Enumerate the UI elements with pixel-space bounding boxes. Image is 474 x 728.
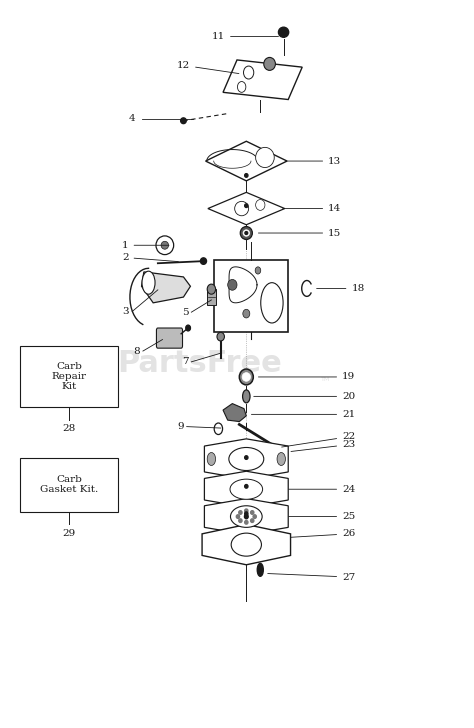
Ellipse shape <box>245 456 248 459</box>
Ellipse shape <box>235 202 249 215</box>
FancyBboxPatch shape <box>156 328 182 348</box>
Text: 7: 7 <box>182 357 189 366</box>
Ellipse shape <box>207 453 216 465</box>
Text: 27: 27 <box>268 572 356 582</box>
Ellipse shape <box>231 533 262 556</box>
Ellipse shape <box>181 118 186 124</box>
Ellipse shape <box>239 511 242 514</box>
Polygon shape <box>142 272 191 303</box>
Ellipse shape <box>277 453 285 465</box>
Text: 24: 24 <box>289 485 356 494</box>
Ellipse shape <box>264 58 275 71</box>
Ellipse shape <box>242 373 250 381</box>
Bar <box>20 346 118 407</box>
Ellipse shape <box>237 82 246 92</box>
Ellipse shape <box>161 241 169 249</box>
Ellipse shape <box>257 563 264 577</box>
Ellipse shape <box>237 515 239 518</box>
Ellipse shape <box>245 515 248 519</box>
Ellipse shape <box>278 27 289 37</box>
Text: 21: 21 <box>251 410 356 419</box>
Text: 18: 18 <box>317 284 365 293</box>
Ellipse shape <box>251 511 254 514</box>
Ellipse shape <box>229 448 264 470</box>
Ellipse shape <box>186 325 191 331</box>
Text: Carb
Gasket Kit.: Carb Gasket Kit. <box>40 475 99 494</box>
Ellipse shape <box>214 423 223 435</box>
Text: 2: 2 <box>122 253 178 262</box>
Text: 12: 12 <box>177 61 239 74</box>
Ellipse shape <box>253 515 256 518</box>
Ellipse shape <box>245 509 248 513</box>
Ellipse shape <box>255 267 261 274</box>
Polygon shape <box>202 524 291 565</box>
Text: 29: 29 <box>63 529 76 537</box>
Ellipse shape <box>255 147 274 167</box>
Ellipse shape <box>217 333 224 341</box>
Text: 13: 13 <box>285 157 341 165</box>
Ellipse shape <box>201 258 207 264</box>
Ellipse shape <box>244 66 254 79</box>
Ellipse shape <box>142 271 155 294</box>
Text: Carb
Repair
Kit: Carb Repair Kit <box>52 362 87 392</box>
Text: 28: 28 <box>63 424 76 433</box>
Bar <box>20 458 118 512</box>
Text: 5: 5 <box>182 308 189 317</box>
Ellipse shape <box>230 506 262 527</box>
Ellipse shape <box>239 369 253 385</box>
Ellipse shape <box>243 390 250 403</box>
Text: 23: 23 <box>291 440 356 451</box>
Text: TM: TM <box>321 377 330 382</box>
Text: 19: 19 <box>258 373 356 381</box>
Polygon shape <box>223 403 246 422</box>
Text: 15: 15 <box>258 229 341 237</box>
Text: 14: 14 <box>283 204 341 213</box>
Polygon shape <box>204 471 288 507</box>
Text: 1: 1 <box>122 241 169 250</box>
Text: 20: 20 <box>254 392 356 401</box>
Ellipse shape <box>245 521 248 524</box>
Text: 25: 25 <box>289 512 356 521</box>
Ellipse shape <box>261 282 283 323</box>
Polygon shape <box>204 499 288 534</box>
Text: 26: 26 <box>291 529 356 538</box>
Text: 11: 11 <box>212 32 278 41</box>
Polygon shape <box>223 60 302 100</box>
Ellipse shape <box>245 174 248 177</box>
Text: 3: 3 <box>122 307 128 316</box>
Ellipse shape <box>228 280 237 290</box>
Ellipse shape <box>251 519 254 523</box>
Ellipse shape <box>245 232 248 234</box>
Ellipse shape <box>245 204 248 207</box>
Ellipse shape <box>255 199 265 210</box>
Ellipse shape <box>230 479 263 499</box>
Ellipse shape <box>245 485 248 488</box>
FancyBboxPatch shape <box>214 260 288 332</box>
Text: PartsFree: PartsFree <box>118 349 282 379</box>
Ellipse shape <box>207 284 216 294</box>
Polygon shape <box>206 141 287 181</box>
Polygon shape <box>204 439 288 479</box>
Ellipse shape <box>240 226 252 240</box>
Ellipse shape <box>243 309 250 318</box>
Ellipse shape <box>156 236 173 255</box>
Text: 4: 4 <box>129 114 136 123</box>
Polygon shape <box>208 192 285 225</box>
Ellipse shape <box>243 230 250 237</box>
Ellipse shape <box>245 512 248 515</box>
Text: 9: 9 <box>178 422 184 431</box>
Text: 22: 22 <box>282 432 356 447</box>
Text: 8: 8 <box>134 347 140 355</box>
Bar <box>207 289 216 305</box>
Ellipse shape <box>239 519 242 523</box>
